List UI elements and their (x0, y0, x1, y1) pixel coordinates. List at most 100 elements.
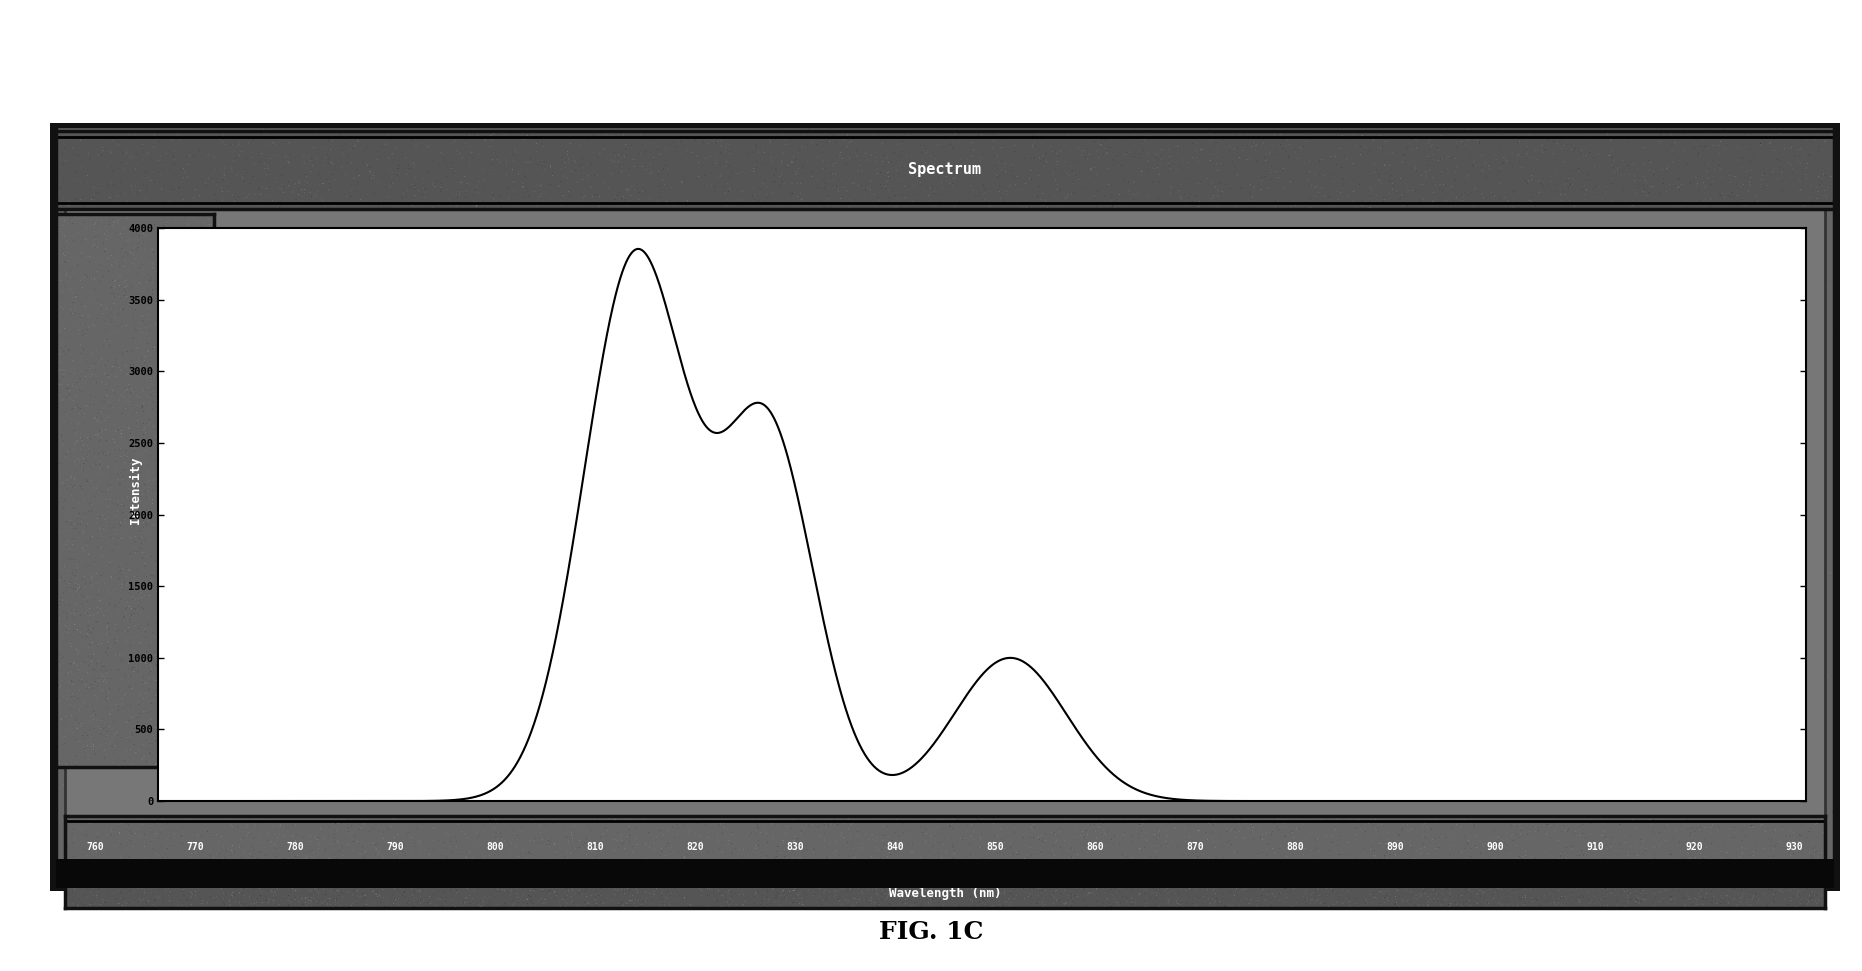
Point (43, 526, 73, 542)
Point (1776, 848, 1806, 863)
Point (1788, 813, 1817, 828)
Point (423, 137, 452, 152)
Point (726, 833, 756, 849)
Point (1799, 874, 1828, 889)
Point (897, 872, 927, 887)
Point (1184, 878, 1214, 893)
Point (1747, 818, 1776, 833)
Point (804, 894, 834, 910)
Point (1408, 828, 1437, 844)
Point (123, 413, 153, 428)
Point (1028, 885, 1058, 900)
Point (1201, 886, 1231, 901)
Point (1616, 816, 1646, 831)
Point (272, 899, 302, 915)
Point (1810, 887, 1840, 902)
Point (162, 653, 192, 668)
Point (393, 167, 423, 183)
Point (514, 845, 544, 860)
Point (358, 884, 387, 899)
Point (1808, 521, 1838, 537)
Point (1091, 885, 1121, 900)
Point (250, 435, 279, 451)
Point (1681, 572, 1711, 587)
Point (76, 677, 106, 692)
Point (879, 843, 909, 858)
Point (384, 851, 413, 866)
Point (851, 340, 881, 355)
Point (417, 874, 447, 889)
Point (462, 850, 492, 865)
Point (708, 844, 737, 859)
Point (935, 179, 965, 194)
Point (1704, 138, 1734, 153)
Point (1141, 850, 1171, 865)
Point (266, 843, 296, 858)
Point (78, 647, 108, 662)
Point (47, 284, 76, 299)
Point (743, 145, 773, 160)
Point (106, 890, 136, 906)
Point (1303, 195, 1333, 211)
Point (1450, 137, 1480, 152)
Point (182, 478, 212, 493)
Point (132, 170, 162, 185)
Point (1389, 358, 1419, 374)
Point (577, 763, 607, 779)
Point (713, 137, 743, 152)
Point (1545, 897, 1575, 913)
Point (1361, 493, 1391, 509)
Point (758, 621, 788, 637)
Point (875, 845, 905, 860)
Point (140, 175, 169, 190)
Point (1672, 130, 1702, 146)
Point (996, 508, 1026, 523)
Point (1201, 150, 1231, 165)
Point (67, 629, 97, 645)
Point (940, 535, 970, 551)
Point (337, 178, 367, 193)
Point (985, 814, 1015, 829)
Point (1000, 170, 1030, 185)
Point (1356, 891, 1385, 907)
Point (410, 182, 439, 197)
Point (1784, 887, 1814, 902)
Point (466, 855, 495, 871)
Point (1631, 173, 1661, 188)
Point (50, 492, 80, 508)
Point (1616, 881, 1646, 896)
Point (114, 418, 143, 433)
Point (905, 890, 935, 906)
Point (194, 285, 223, 300)
Point (101, 324, 130, 340)
Point (1592, 182, 1622, 197)
Point (43, 735, 73, 751)
Point (1810, 134, 1840, 150)
Point (115, 302, 145, 318)
Point (238, 376, 268, 391)
Point (1702, 822, 1732, 838)
Point (868, 153, 897, 169)
Point (88, 528, 117, 544)
Point (1495, 889, 1525, 905)
Point (192, 457, 222, 473)
Point (884, 862, 914, 878)
Point (836, 831, 866, 847)
Point (762, 161, 791, 177)
Point (1097, 869, 1127, 885)
Point (1553, 581, 1583, 596)
Point (1046, 198, 1076, 214)
Point (1100, 193, 1130, 209)
Point (492, 222, 521, 238)
Point (367, 176, 397, 191)
Point (151, 565, 181, 581)
Point (1711, 137, 1741, 152)
Point (1086, 820, 1115, 835)
Point (1177, 376, 1207, 391)
Point (646, 887, 676, 903)
Point (1406, 894, 1436, 910)
Point (160, 372, 190, 387)
Point (966, 826, 996, 842)
Point (789, 849, 819, 864)
Point (67, 296, 97, 312)
